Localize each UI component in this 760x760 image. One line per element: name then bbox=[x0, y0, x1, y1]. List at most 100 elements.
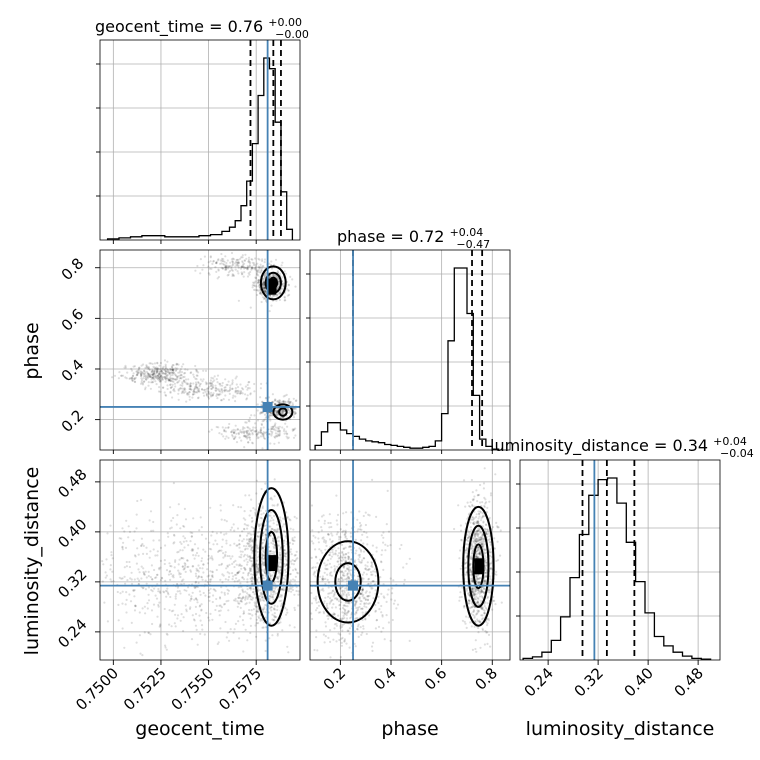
sample-point-phase-luminosity_distance-0-301 bbox=[477, 591, 480, 594]
sample-point-phase-luminosity_distance-1-92 bbox=[365, 606, 368, 609]
sample-point-geocent_time-phase-1-16 bbox=[244, 253, 247, 256]
sample-point-geocent_time-phase-5-40 bbox=[225, 388, 228, 391]
sample-point-geocent_time-phase-2-39 bbox=[282, 395, 285, 398]
sample-point-geocent_time-luminosity_distance-1-561 bbox=[158, 568, 161, 571]
sample-point-geocent_time-luminosity_distance-1-217 bbox=[156, 573, 159, 577]
sample-point-geocent_time-luminosity_distance-0-107 bbox=[285, 613, 288, 616]
sample-point-phase-luminosity_distance-0-247 bbox=[473, 537, 476, 540]
sample-point-geocent_time-luminosity_distance-1-235 bbox=[154, 594, 157, 597]
sample-point-geocent_time-phase-3-82 bbox=[274, 429, 277, 432]
sample-point-geocent_time-luminosity_distance-0-449 bbox=[244, 590, 247, 593]
sample-point-geocent_time-phase-1-117 bbox=[231, 264, 234, 267]
sample-point-geocent_time-phase-4-235 bbox=[169, 368, 172, 371]
sample-point-phase-luminosity_distance-0-446 bbox=[472, 499, 475, 502]
sample-point-geocent_time-luminosity_distance-1-613 bbox=[227, 609, 230, 612]
sample-point-geocent_time-phase-1-173 bbox=[221, 267, 224, 270]
sample-point-phase-luminosity_distance-1-12 bbox=[330, 599, 333, 602]
sample-point-geocent_time-luminosity_distance-0-177 bbox=[259, 598, 262, 601]
sample-point-geocent_time-luminosity_distance-0-219 bbox=[268, 622, 271, 625]
sample-point-geocent_time-phase-0-593 bbox=[259, 290, 262, 294]
sample-point-geocent_time-phase-5-137 bbox=[183, 387, 186, 390]
sample-point-geocent_time-luminosity_distance-0-655 bbox=[261, 599, 264, 602]
sample-point-geocent_time-phase-3-180 bbox=[255, 433, 258, 436]
sample-point-geocent_time-luminosity_distance-1-131 bbox=[194, 572, 197, 575]
sample-point-geocent_time-luminosity_distance-0-744 bbox=[231, 562, 234, 566]
sample-point-geocent_time-phase-4-141 bbox=[164, 380, 167, 383]
sample-point-phase-luminosity_distance-0-35 bbox=[478, 595, 481, 598]
sample-point-geocent_time-luminosity_distance-0-834 bbox=[258, 525, 261, 528]
sample-point-geocent_time-phase-4-262 bbox=[213, 379, 216, 382]
sample-point-geocent_time-phase-1-79 bbox=[225, 267, 228, 271]
sample-point-phase-luminosity_distance-0-645 bbox=[483, 552, 486, 556]
sample-point-phase-luminosity_distance-0-585 bbox=[467, 531, 470, 534]
sample-point-phase-luminosity_distance-0-711 bbox=[464, 549, 467, 552]
sample-point-geocent_time-luminosity_distance-0-65 bbox=[260, 517, 263, 520]
sample-point-phase-luminosity_distance-1-478 bbox=[337, 578, 340, 581]
sample-point-geocent_time-phase-0-149 bbox=[264, 289, 267, 293]
sample-point-geocent_time-phase-4-242 bbox=[194, 364, 197, 368]
sample-point-phase-luminosity_distance-1-161 bbox=[323, 562, 326, 565]
sample-point-geocent_time-luminosity_distance-1-689 bbox=[181, 565, 184, 568]
sample-point-geocent_time-luminosity_distance-0-16 bbox=[261, 608, 264, 611]
sample-point-geocent_time-luminosity_distance-1-126 bbox=[172, 482, 175, 485]
sample-point-phase-luminosity_distance-1-448 bbox=[347, 567, 350, 571]
sample-point-geocent_time-luminosity_distance-1-139 bbox=[244, 596, 247, 600]
sample-point-geocent_time-luminosity_distance-1-378 bbox=[193, 619, 196, 622]
sample-point-geocent_time-phase-2-42 bbox=[276, 409, 279, 413]
sample-point-phase-luminosity_distance-0-359 bbox=[499, 554, 502, 557]
sample-point-geocent_time-luminosity_distance-0-806 bbox=[246, 592, 249, 595]
sample-point-geocent_time-phase-4-184 bbox=[159, 361, 162, 365]
sample-point-geocent_time-phase-2-235 bbox=[278, 401, 281, 404]
sample-point-geocent_time-phase-1-42 bbox=[209, 255, 212, 258]
sample-point-geocent_time-phase-4-251 bbox=[172, 371, 175, 374]
sample-point-geocent_time-phase-4-72 bbox=[157, 378, 160, 381]
sample-point-phase-luminosity_distance-0-765 bbox=[471, 588, 474, 591]
sample-point-geocent_time-phase-1-140 bbox=[223, 260, 226, 263]
sample-point-geocent_time-luminosity_distance-1-165 bbox=[149, 576, 152, 579]
sample-point-phase-luminosity_distance-1-76 bbox=[338, 556, 341, 560]
sample-point-geocent_time-phase-4-93 bbox=[124, 366, 127, 369]
sample-point-geocent_time-phase-0-482 bbox=[282, 285, 285, 288]
sample-point-geocent_time-phase-5-231 bbox=[206, 390, 209, 393]
sample-point-geocent_time-luminosity_distance-0-622 bbox=[232, 599, 236, 602]
sample-point-phase-luminosity_distance-1-60 bbox=[339, 618, 342, 621]
sample-point-geocent_time-luminosity_distance-1-427 bbox=[188, 593, 191, 596]
sample-point-geocent_time-phase-3-63 bbox=[248, 416, 251, 419]
sample-point-geocent_time-luminosity_distance-0-816 bbox=[281, 629, 284, 632]
sample-point-phase-luminosity_distance-1-40 bbox=[347, 610, 350, 613]
sample-point-geocent_time-phase-4-232 bbox=[131, 374, 135, 377]
sample-point-geocent_time-phase-4-229 bbox=[149, 373, 152, 376]
sample-point-geocent_time-phase-1-1 bbox=[231, 273, 234, 276]
sample-point-geocent_time-phase-0-350 bbox=[264, 274, 267, 277]
sample-point-geocent_time-luminosity_distance-0-694 bbox=[238, 543, 241, 546]
sample-point-phase-luminosity_distance-0-983 bbox=[468, 504, 471, 508]
sample-point-geocent_time-phase-3-155 bbox=[275, 426, 278, 429]
sample-point-geocent_time-phase-4-346 bbox=[165, 370, 168, 373]
sample-point-phase-luminosity_distance-0-516 bbox=[460, 538, 463, 541]
sample-point-phase-luminosity_distance-0-761 bbox=[476, 529, 480, 532]
sample-point-phase-luminosity_distance-1-5 bbox=[398, 547, 401, 550]
sample-point-geocent_time-phase-5-184 bbox=[201, 380, 204, 383]
sample-point-phase-luminosity_distance-0-909 bbox=[483, 527, 486, 531]
sample-point-geocent_time-luminosity_distance-1-186 bbox=[211, 571, 214, 574]
sample-point-phase-luminosity_distance-1-466 bbox=[392, 579, 395, 582]
sample-point-geocent_time-luminosity_distance-0-796 bbox=[272, 545, 275, 548]
sample-point-geocent_time-phase-4-76 bbox=[168, 371, 171, 374]
sample-point-geocent_time-luminosity_distance-1-295 bbox=[135, 562, 138, 565]
sample-point-geocent_time-phase-5-81 bbox=[227, 390, 230, 393]
sample-point-geocent_time-luminosity_distance-0-466 bbox=[271, 594, 274, 597]
sample-point-geocent_time-luminosity_distance-1-614 bbox=[195, 569, 198, 572]
sample-point-geocent_time-luminosity_distance-1-290 bbox=[133, 530, 136, 533]
sample-point-geocent_time-luminosity_distance-1-19 bbox=[133, 554, 137, 557]
sample-point-geocent_time-phase-4-67 bbox=[152, 369, 155, 372]
sample-point-geocent_time-luminosity_distance-1-256 bbox=[101, 580, 104, 583]
sample-point-phase-luminosity_distance-0-507 bbox=[481, 606, 484, 609]
sample-point-phase-luminosity_distance-1-202 bbox=[321, 575, 324, 578]
sample-point-phase-luminosity_distance-1-217 bbox=[317, 600, 320, 604]
sample-point-geocent_time-phase-3-20 bbox=[256, 437, 259, 440]
sample-point-geocent_time-phase-4-79 bbox=[157, 372, 161, 376]
sample-point-geocent_time-luminosity_distance-0-556 bbox=[256, 535, 259, 538]
sample-point-phase-luminosity_distance-0-244 bbox=[470, 571, 473, 574]
sample-point-geocent_time-phase-0-57 bbox=[261, 282, 264, 285]
sample-point-geocent_time-luminosity_distance-1-79 bbox=[245, 538, 248, 541]
